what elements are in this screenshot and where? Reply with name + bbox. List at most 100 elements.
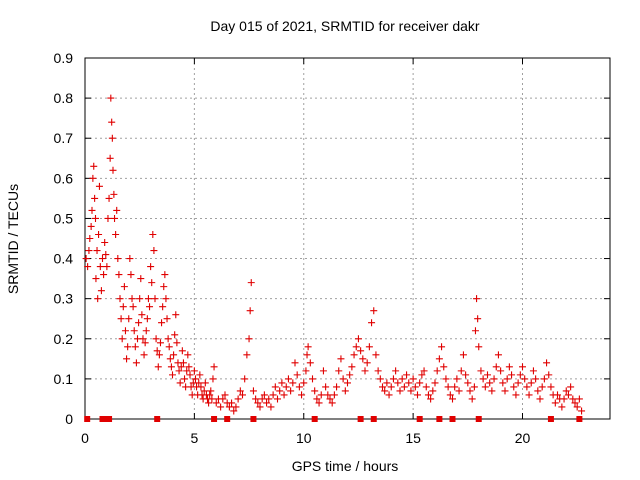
data-point [126, 255, 134, 263]
data-point [455, 387, 463, 395]
data-point [176, 379, 184, 387]
data-point [453, 375, 461, 383]
data-point [341, 387, 349, 395]
data-point [167, 363, 175, 371]
data-point [540, 375, 548, 383]
zero-point [416, 416, 423, 422]
data-point [529, 367, 537, 375]
data-point [141, 339, 149, 347]
data-point [481, 383, 489, 391]
data-point [363, 359, 371, 367]
data-point [521, 375, 529, 383]
zero-point [436, 416, 443, 422]
zero-point [449, 416, 456, 422]
data-point [295, 383, 303, 391]
data-point [422, 383, 430, 391]
data-point [359, 355, 367, 363]
data-point [184, 351, 192, 359]
data-point [464, 379, 472, 387]
data-point [139, 335, 147, 343]
data-point [387, 383, 395, 391]
data-point [409, 375, 417, 383]
data-point [405, 379, 413, 387]
zero-point [106, 416, 113, 422]
data-point [492, 363, 500, 371]
data-point [263, 399, 271, 407]
data-point [494, 351, 502, 359]
zero-point [475, 416, 482, 422]
data-point [88, 206, 96, 214]
data-point [519, 363, 526, 371]
data-point [181, 375, 189, 383]
data-point [317, 391, 325, 399]
data-point [514, 379, 522, 387]
data-point [527, 379, 535, 387]
x-tick-label: 15 [405, 430, 421, 446]
data-point [186, 371, 194, 379]
data-point [152, 335, 160, 343]
data-point [271, 383, 279, 391]
data-point [249, 387, 257, 395]
data-point [505, 363, 513, 371]
data-point [389, 375, 397, 383]
data-point [160, 283, 168, 291]
data-point [95, 230, 103, 238]
data-point [278, 379, 286, 387]
data-point [120, 283, 128, 291]
data-point [442, 375, 450, 383]
data-point [335, 367, 343, 375]
data-point [183, 367, 191, 375]
data-point [392, 367, 400, 375]
data-point [473, 295, 481, 303]
data-point [471, 327, 479, 335]
data-point [499, 379, 507, 387]
data-point [569, 395, 577, 403]
tick-layer [84, 57, 610, 420]
data-point [241, 375, 249, 383]
data-point [109, 166, 117, 174]
data-point [217, 403, 225, 411]
zero-point [576, 416, 583, 422]
data-point [138, 311, 146, 319]
data-point [260, 391, 268, 399]
data-point [140, 351, 148, 359]
data-point [564, 391, 572, 399]
data-point [501, 387, 509, 395]
data-point [571, 399, 579, 407]
data-point [435, 355, 443, 363]
data-point [196, 371, 204, 379]
data-point [185, 363, 193, 371]
data-point [246, 307, 254, 315]
data-point [398, 375, 406, 383]
data-point [121, 327, 129, 335]
data-point [108, 118, 116, 126]
data-point [508, 371, 516, 379]
data-point [416, 379, 424, 387]
data-point [573, 403, 581, 411]
data-point [123, 355, 131, 363]
data-point [304, 343, 312, 351]
data-point [143, 315, 151, 323]
data-point [488, 387, 496, 395]
data-point [258, 395, 266, 403]
data-point [105, 194, 113, 202]
data-point [85, 247, 93, 255]
data-point [328, 399, 336, 407]
data-point [346, 371, 354, 379]
data-point [178, 347, 186, 355]
plot-frame [84, 57, 611, 420]
data-point [474, 315, 482, 323]
data-point [144, 295, 152, 303]
data-point [444, 383, 452, 391]
data-point [536, 395, 544, 403]
data-points [82, 94, 586, 422]
data-point [466, 387, 474, 395]
data-point [93, 247, 101, 255]
data-point [486, 379, 494, 387]
data-point [497, 367, 505, 375]
data-point [127, 271, 135, 279]
data-point [147, 263, 155, 271]
data-point [324, 391, 332, 399]
data-point [212, 399, 220, 407]
